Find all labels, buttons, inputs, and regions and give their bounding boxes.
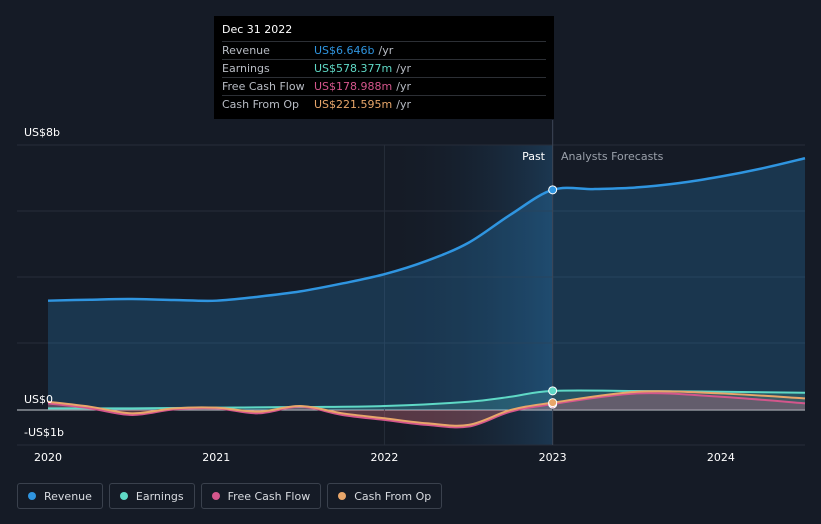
tooltip-row-revenue: Revenue US$6.646b /yr: [222, 41, 546, 59]
forecast-label: Analysts Forecasts: [561, 150, 664, 163]
legend-label: Earnings: [135, 489, 184, 503]
y-tick-top: US$8b: [24, 126, 60, 139]
cash-from-op-line: [47, 390, 806, 427]
revenue-area: [48, 158, 805, 410]
tooltip-unit: /yr: [396, 80, 411, 93]
tooltip-row-free-cash-flow: Free Cash Flow US$178.988m /yr: [222, 77, 546, 95]
free-cash-flow-dot-icon: [211, 492, 220, 500]
legend-item-free-cash-flow[interactable]: Free Cash Flow: [200, 483, 322, 509]
cash-from-op-point: [548, 398, 558, 408]
cash-from-op-area: [48, 391, 805, 426]
tooltip-unit: /yr: [378, 44, 394, 57]
tooltip-label: Cash From Op: [222, 98, 300, 111]
revenue-dot-icon: [28, 492, 36, 500]
free-cash-flow-area: [48, 393, 805, 428]
tooltip-label: Revenue: [222, 44, 270, 57]
tooltip-value: US$221.595m: [314, 98, 393, 111]
tooltip-label: Free Cash Flow: [222, 80, 305, 93]
x-tick-label: 2024: [707, 451, 735, 464]
legend-label: Revenue: [44, 489, 92, 503]
x-tick-label: 2021: [202, 451, 230, 464]
x-tick-label: 2023: [539, 451, 567, 464]
legend-item-earnings[interactable]: Earnings: [108, 483, 195, 509]
free-cash-flow-line: [47, 392, 806, 429]
legend-item-cash-from-op[interactable]: Cash From Op: [327, 483, 443, 509]
series-points: [548, 185, 558, 409]
hover-tooltip: Dec 31 2022 Revenue US$6.646b /yr Earnin…: [214, 16, 554, 119]
y-tick-zero: US$0: [24, 393, 53, 406]
x-axis-ticks: 2020 2021 2022 2023 2024: [34, 451, 735, 464]
tooltip-date: Dec 31 2022: [222, 23, 293, 36]
chart-legend: Revenue Earnings Free Cash Flow Cash Fro…: [17, 483, 443, 509]
x-tick-label: 2022: [370, 451, 398, 464]
tooltip-value: US$178.988m: [314, 80, 393, 93]
series-lines: [47, 157, 806, 429]
earnings-point: [548, 386, 558, 396]
grid-lines: [17, 144, 805, 446]
legend-label: Free Cash Flow: [227, 489, 311, 503]
tooltip-value: US$578.377m: [314, 62, 393, 75]
tooltip-unit: /yr: [396, 62, 411, 75]
cash-from-op-dot-icon: [338, 492, 347, 500]
tooltip-value: US$6.646b: [314, 44, 375, 57]
y-tick-bottom: -US$1b: [24, 426, 64, 439]
tooltip-row-cash-from-op: Cash From Op US$221.595m /yr: [222, 95, 546, 113]
revenue-line: [47, 157, 806, 303]
tooltip-label: Earnings: [222, 62, 270, 75]
earnings-dot-icon: [119, 492, 128, 500]
legend-item-revenue[interactable]: Revenue: [17, 483, 103, 509]
x-tick-label: 2020: [34, 451, 62, 464]
tooltip-row-earnings: Earnings US$578.377m /yr: [222, 59, 546, 77]
past-label: Past: [522, 150, 546, 163]
tooltip-unit: /yr: [396, 98, 411, 111]
legend-label: Cash From Op: [354, 489, 432, 503]
revenue-point: [548, 185, 558, 195]
